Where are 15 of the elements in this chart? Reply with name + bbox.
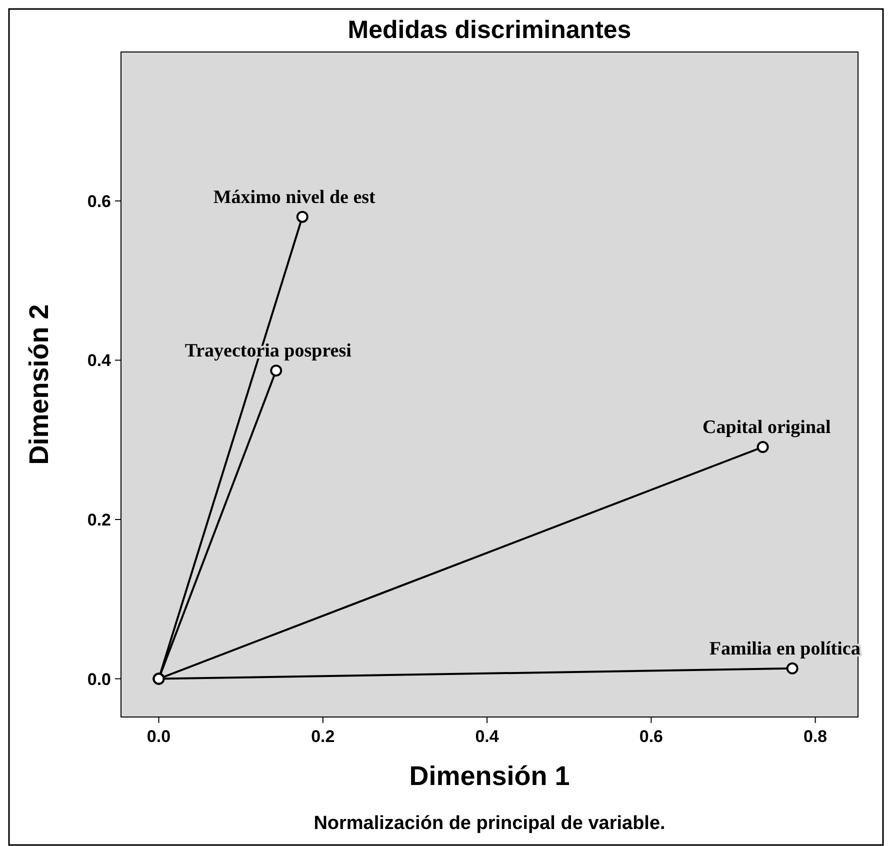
- x-tick-label: 0.6: [639, 727, 663, 746]
- series-label: Máximo nivel de est: [213, 186, 376, 208]
- y-tick-label: 0.0: [87, 670, 111, 689]
- chart-title: Medidas discriminantes: [348, 16, 632, 44]
- y-tick-label: 0.6: [87, 192, 111, 211]
- series-label: Capital original: [702, 417, 831, 438]
- y-axis-title: Dimensión 2: [24, 304, 54, 465]
- text: Normalización de principal de variable.: [314, 813, 666, 834]
- y-tick-label: 0.2: [87, 510, 111, 530]
- x-tick-label: 0.8: [804, 727, 828, 746]
- x-tick-label: 0.2: [311, 727, 335, 746]
- x-tick-label: 0.0: [146, 727, 171, 746]
- y-tick-label: 0.4: [87, 351, 112, 370]
- x-tick-label: 0.4: [475, 727, 500, 746]
- x-axis-title: Dimensión 1: [409, 761, 570, 791]
